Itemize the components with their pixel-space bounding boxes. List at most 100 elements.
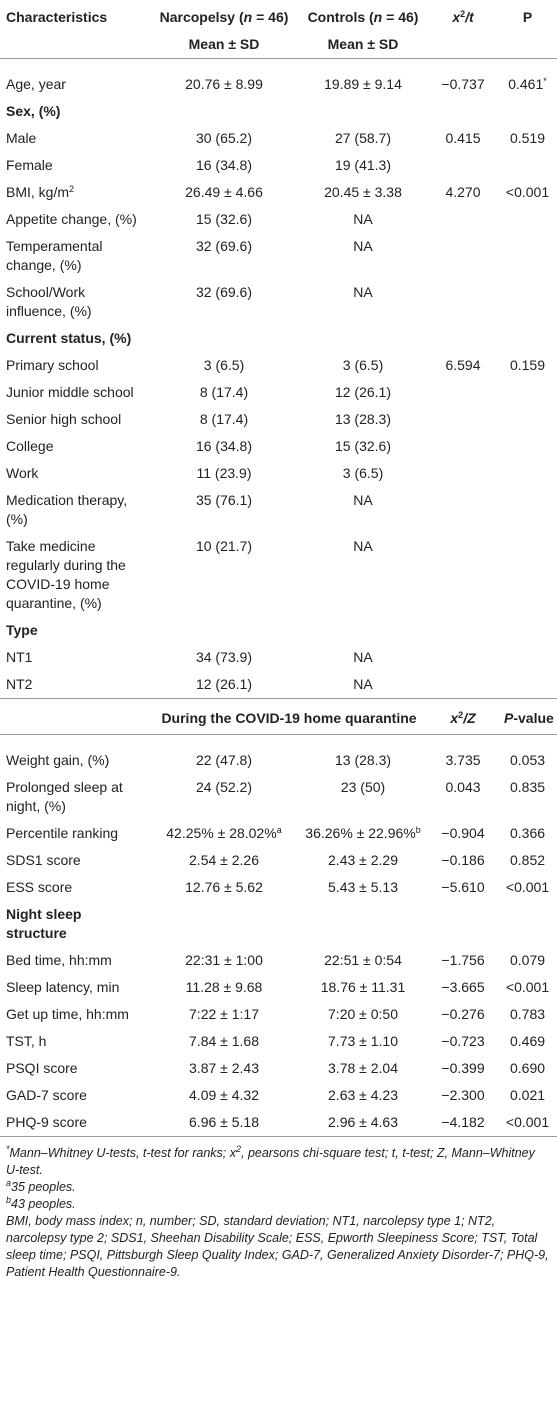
cell: <0.001: [505, 1114, 550, 1130]
text-run: 0.461: [508, 76, 544, 92]
cell: −0.276: [441, 1006, 485, 1022]
italic-run: n: [243, 9, 253, 25]
data-row: Temperamental change, (%) 32 (69.6) NA: [0, 233, 557, 279]
cell: 4.09 ± 4.32: [189, 1087, 259, 1103]
cell: 3.735: [445, 752, 481, 768]
italic-run: /Z: [463, 710, 476, 726]
cell: [498, 206, 557, 233]
cell: 7:20 ± 0:50: [328, 1006, 398, 1022]
section-row: Current status, (%): [0, 325, 557, 352]
superscript: 2: [458, 710, 464, 720]
cell: [428, 406, 498, 433]
text-run: = 46): [252, 9, 289, 25]
cell: 23 (50): [340, 779, 386, 795]
spacer: [0, 735, 557, 748]
cell: [498, 617, 557, 644]
cell: 2.43 ± 2.29: [328, 852, 398, 868]
text-run: 43 peoples.: [11, 1197, 76, 1211]
spacer: [0, 59, 557, 72]
cell: NA: [353, 676, 373, 692]
cell: [498, 901, 557, 947]
cell: 0.415: [445, 130, 481, 146]
cell: [0, 699, 150, 735]
cell: 36.26% ± 22.96%b: [298, 820, 428, 847]
cell: [428, 433, 498, 460]
cell: GAD-7 score: [6, 1087, 87, 1103]
superscript: b: [415, 825, 421, 835]
cell: 19 (41.3): [334, 157, 392, 173]
text-run: -value: [513, 710, 554, 726]
cell: [498, 233, 557, 279]
data-row: Sleep latency, min 11.28 ± 9.68 18.76 ± 11…: [0, 974, 557, 1001]
cell: [0, 31, 150, 59]
cell: 24 (52.2): [195, 779, 253, 795]
cell: P-value: [498, 699, 557, 735]
cell: 16 (34.8): [195, 157, 253, 173]
superscript: 2: [69, 184, 75, 194]
cell: 30 (65.2): [195, 130, 253, 146]
cell: Medication therapy, (%): [6, 492, 128, 527]
cell: 18.76 ± 11.31: [320, 979, 406, 995]
cell: [498, 644, 557, 671]
cell: Sleep latency, min: [6, 979, 120, 995]
footnote: a35 peoples.: [6, 1179, 551, 1196]
cell: 35 (76.1): [195, 492, 253, 508]
cell: BMI, kg/m2: [0, 179, 150, 206]
cell: 6.96 ± 5.18: [189, 1114, 259, 1130]
cell: [498, 406, 557, 433]
cell: Male: [6, 130, 37, 146]
spacer-cell: [0, 59, 557, 72]
cell: 13 (28.3): [334, 411, 392, 427]
cell: Senior high school: [6, 411, 122, 427]
data-row: ESS score 12.76 ± 5.62 5.43 ± 5.13 −5.610 <0…: [0, 874, 557, 901]
cell: Age, year: [6, 76, 66, 92]
data-row: Senior high school 8 (17.4) 13 (28.3): [0, 406, 557, 433]
cell: ESS score: [6, 879, 73, 895]
cell: [298, 98, 428, 125]
cell: −1.756: [441, 952, 485, 968]
cell: 2.63 ± 4.23: [328, 1087, 398, 1103]
data-row: Primary school 3 (6.5) 3 (6.5) 6.594 0.159: [0, 352, 557, 379]
italic-run: x: [450, 710, 459, 726]
footnote: BMI, body mass index; n, number; SD, sta…: [6, 1213, 551, 1281]
data-row: Weight gain, (%) 22 (47.8) 13 (28.3) 3.735 0…: [0, 747, 557, 774]
cell: Current status, (%): [6, 330, 132, 346]
text-run: BMI, kg/m: [6, 184, 70, 200]
cell: NA: [353, 284, 373, 300]
cell: [428, 460, 498, 487]
cell: Controls (n = 46): [298, 0, 428, 31]
cell: [428, 233, 498, 279]
cell: Prolonged sleep at night, (%): [6, 779, 123, 814]
cell: NA: [353, 492, 373, 508]
cell: Get up time, hh:mm: [6, 1006, 129, 1022]
superscript: 2: [235, 1144, 241, 1154]
cell: 0.783: [509, 1006, 546, 1022]
cell: 7.73 ± 1.10: [328, 1033, 398, 1049]
data-row: Female 16 (34.8) 19 (41.3): [0, 152, 557, 179]
cell: Female: [6, 157, 53, 173]
cell: −0.904: [441, 825, 485, 841]
cell: <0.001: [505, 979, 550, 995]
cell: [498, 433, 557, 460]
cell: [498, 98, 557, 125]
cell: Appetite change, (%): [6, 211, 137, 227]
cell: 3 (6.5): [203, 357, 245, 373]
cell: 15 (32.6): [195, 211, 253, 227]
cell: Sex, (%): [6, 103, 61, 119]
cell: −0.186: [441, 852, 485, 868]
superscript: *: [6, 1144, 10, 1154]
cell: P: [522, 9, 533, 25]
cell: 42.25% ± 28.02%a: [150, 820, 298, 847]
text-run: Narcopelsy (: [159, 9, 244, 25]
table-characteristics: Characteristics Narcopelsy (n = 46) Contro…: [0, 0, 557, 699]
cell: [498, 379, 557, 406]
cell: During the COVID-19 home quarantine: [150, 699, 429, 735]
cell: [150, 98, 298, 125]
text-run: 36.26% ± 22.96%: [305, 825, 416, 841]
cell: 0.852: [509, 852, 546, 868]
superscript: a: [6, 1178, 12, 1188]
cell: NT2: [6, 676, 33, 692]
cell: 12 (26.1): [195, 676, 253, 692]
cell: Junior middle school: [6, 384, 134, 400]
